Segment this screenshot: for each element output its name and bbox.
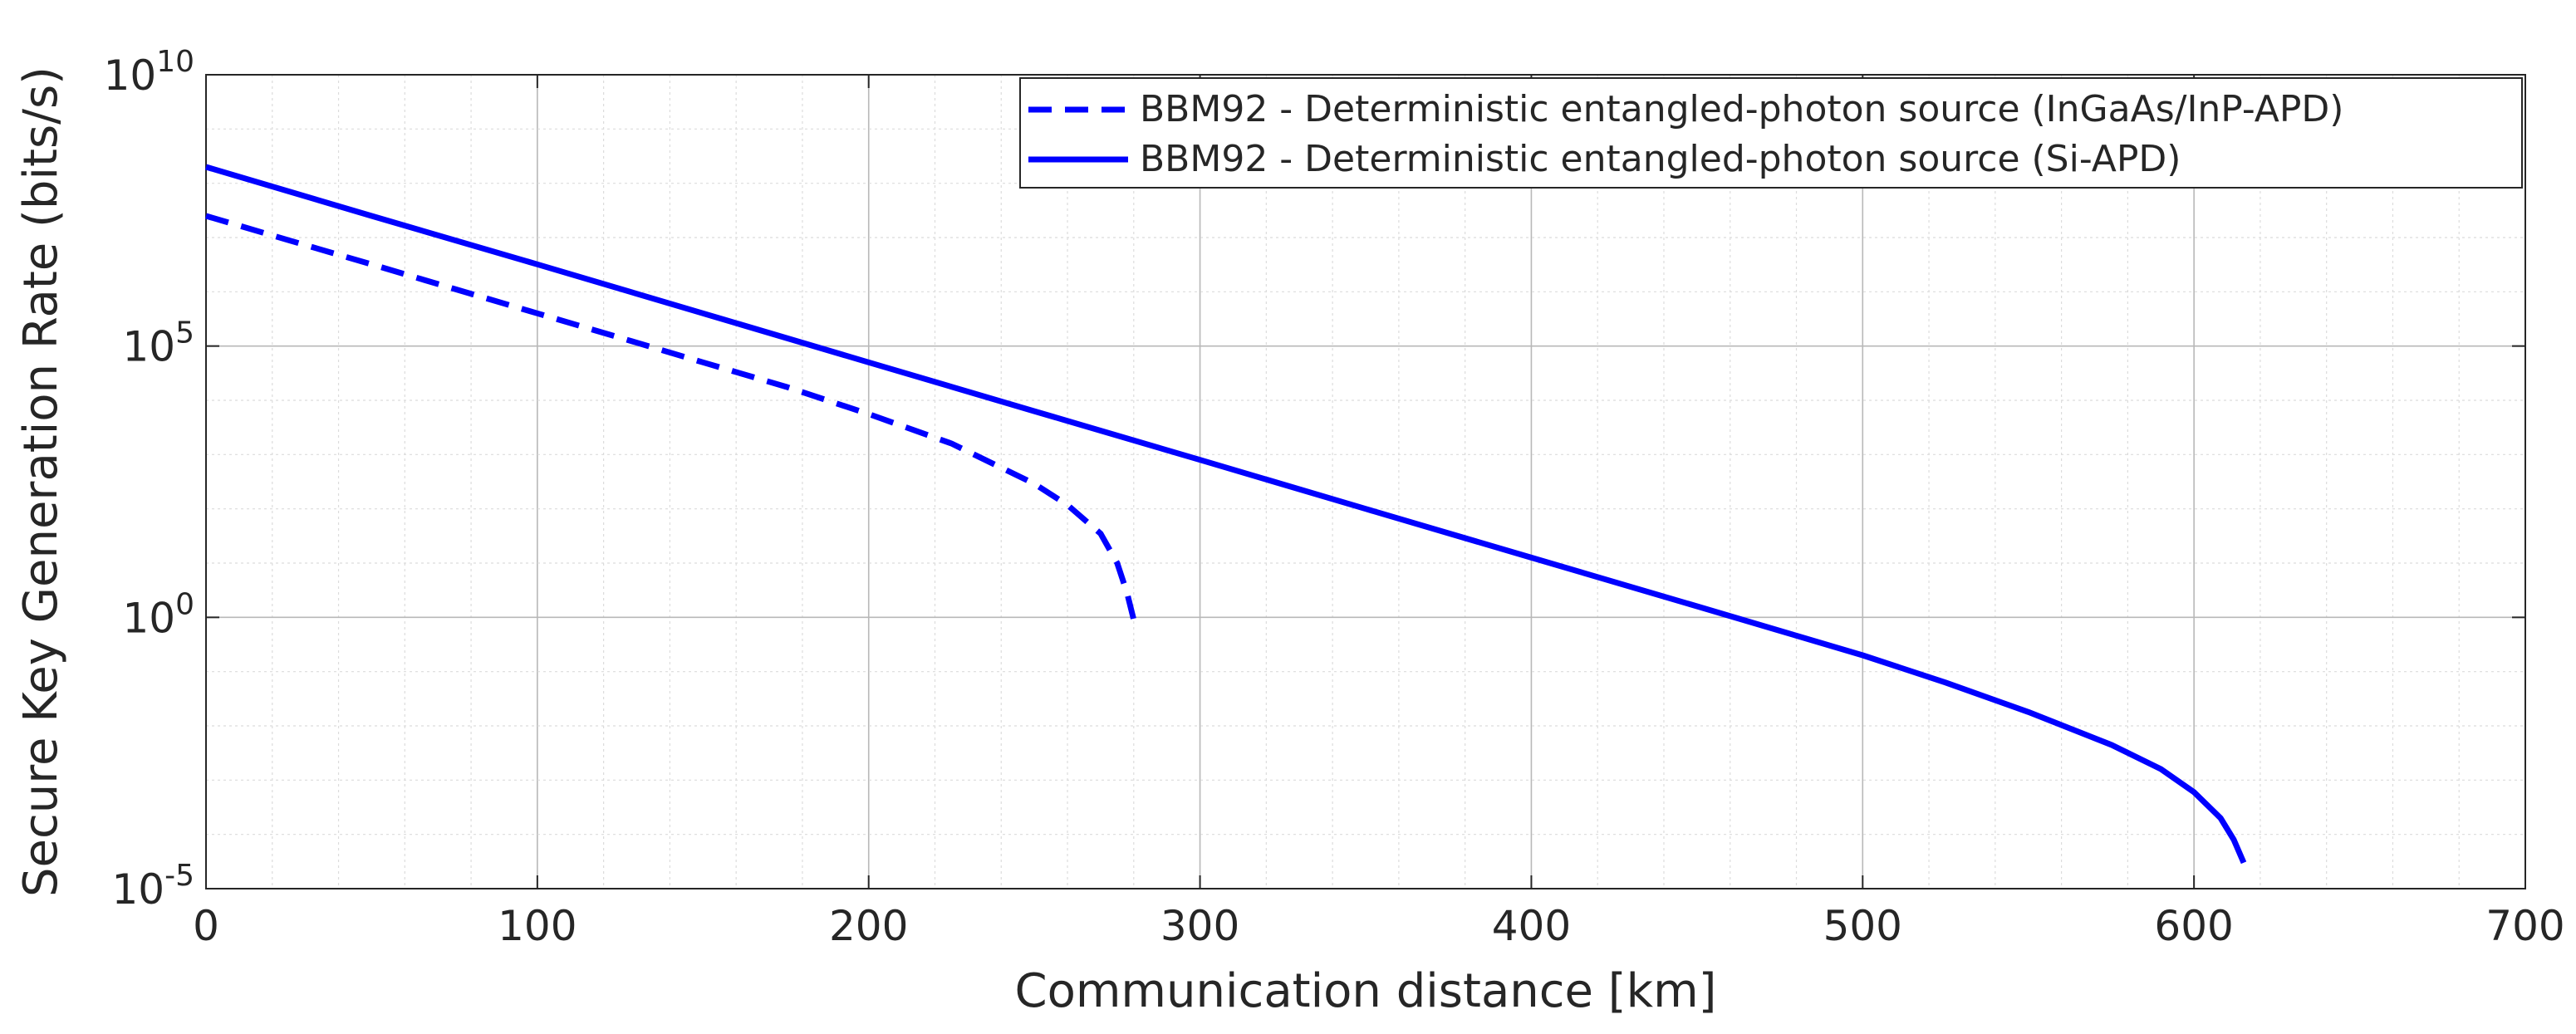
legend-label-si: BBM92 - Deterministic entangled-photon s… bbox=[1140, 138, 2181, 180]
y-tick-label: 100 bbox=[122, 587, 194, 642]
series-line-si-apd bbox=[205, 164, 2247, 865]
x-tick-label: 700 bbox=[2485, 902, 2564, 950]
series-layer bbox=[205, 164, 2247, 865]
x-tick-label: 200 bbox=[829, 902, 908, 950]
legend-label-ingaas: BBM92 - Deterministic entangled-photon s… bbox=[1140, 88, 2343, 130]
x-tick-label: 500 bbox=[1823, 902, 1902, 950]
x-tick-label: 400 bbox=[1492, 902, 1571, 950]
y-tick-label: 1010 bbox=[104, 45, 194, 100]
legend: BBM92 - Deterministic entangled-photon s… bbox=[1019, 77, 2523, 189]
x-tick-label: 100 bbox=[498, 902, 577, 950]
y-tick-label: 105 bbox=[122, 316, 194, 371]
y-tick-label: 10-5 bbox=[111, 859, 194, 914]
x-tick-label: 0 bbox=[193, 902, 219, 950]
grid-layer bbox=[206, 75, 2525, 889]
plot-frame bbox=[205, 74, 2526, 889]
tick-layer: 0 100 200 300 400 500 600 700 10-5 100 105 1010 bbox=[104, 45, 2565, 950]
x-tick-label: 600 bbox=[2154, 902, 2233, 950]
x-axis-label: Communication distance [km] bbox=[1015, 964, 1717, 1018]
legend-box bbox=[1019, 77, 2523, 189]
x-tick-label: 300 bbox=[1160, 902, 1239, 950]
y-axis-label: Secure Key Generation Rate (bits/s) bbox=[14, 66, 68, 897]
series-line-ingaas-inp-apd bbox=[205, 213, 1137, 621]
